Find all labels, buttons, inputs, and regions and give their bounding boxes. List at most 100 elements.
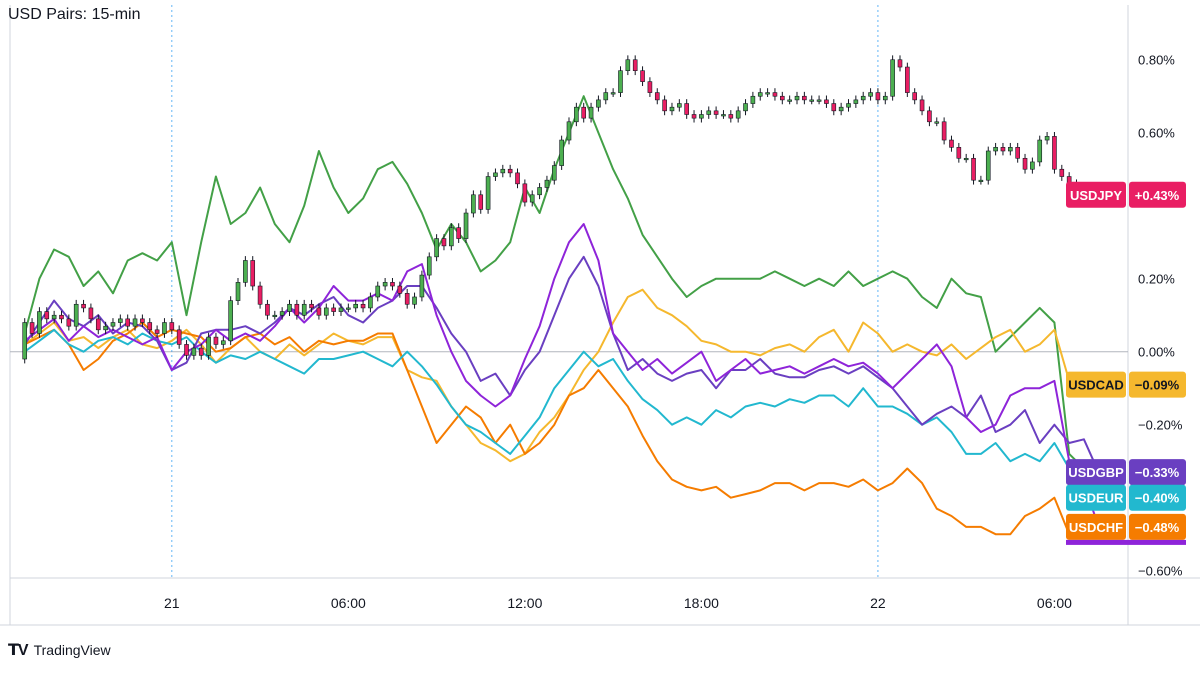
candle-body bbox=[1000, 147, 1006, 152]
candle-body bbox=[625, 59, 631, 71]
candle-body bbox=[551, 165, 557, 181]
y-tick-label: 0.60% bbox=[1138, 126, 1175, 141]
last-label-value-box bbox=[1129, 484, 1186, 511]
candle-body bbox=[809, 99, 815, 102]
candle-body bbox=[838, 106, 844, 112]
candle-body bbox=[846, 103, 851, 108]
candle-body bbox=[426, 256, 432, 276]
candle-body bbox=[346, 307, 351, 310]
candle-body bbox=[868, 92, 873, 97]
candle-body bbox=[706, 110, 712, 115]
candle-body bbox=[338, 307, 344, 312]
hidden-series-marker bbox=[1066, 539, 1186, 545]
candle-body bbox=[559, 139, 564, 166]
candle-body bbox=[272, 314, 278, 318]
x-tick-label: 06:00 bbox=[1037, 595, 1072, 611]
candle-body bbox=[905, 66, 910, 93]
candle-body bbox=[691, 114, 697, 119]
series-line-usdgbp bbox=[23, 255, 1100, 473]
candle-body bbox=[37, 311, 42, 334]
candle-body bbox=[566, 121, 572, 141]
candle-body bbox=[1008, 147, 1013, 152]
candle-body bbox=[471, 194, 476, 214]
candle-body bbox=[1030, 161, 1035, 170]
candle-body bbox=[882, 95, 888, 101]
series-line-usdcad bbox=[24, 288, 1100, 463]
candle-body bbox=[132, 318, 138, 327]
candle-body bbox=[221, 340, 226, 345]
candle-body bbox=[206, 336, 211, 356]
candle-body bbox=[456, 227, 461, 239]
last-label-name-box bbox=[1066, 484, 1126, 511]
candle-body bbox=[103, 325, 108, 331]
candle-body bbox=[140, 318, 145, 323]
candle-body bbox=[59, 314, 64, 320]
candle-body bbox=[500, 168, 506, 174]
candle-body bbox=[794, 95, 800, 101]
candle-body bbox=[985, 150, 991, 181]
candle-body bbox=[507, 168, 513, 174]
candle-body bbox=[316, 307, 322, 316]
candle-body bbox=[176, 329, 182, 345]
candle-body bbox=[81, 303, 86, 309]
candle-body bbox=[110, 322, 116, 327]
candle-body bbox=[1015, 147, 1020, 159]
candle-body bbox=[713, 110, 719, 115]
candle-body bbox=[669, 106, 675, 112]
candle-body bbox=[735, 110, 741, 119]
candle-body bbox=[831, 103, 837, 112]
last-label-value: −0.33% bbox=[1135, 465, 1180, 480]
candle-body bbox=[250, 260, 256, 287]
candle-body bbox=[912, 92, 917, 101]
candle-body bbox=[66, 318, 72, 327]
candle-body bbox=[73, 303, 79, 327]
last-label-value: −0.09% bbox=[1135, 378, 1180, 393]
candle-body bbox=[360, 303, 366, 309]
candle-body bbox=[243, 260, 248, 283]
candle-body bbox=[162, 322, 167, 334]
candle-body bbox=[654, 92, 660, 101]
branding-label: TradingView bbox=[33, 642, 111, 658]
candle-body bbox=[765, 92, 770, 95]
candle-body bbox=[588, 106, 594, 119]
candle-body bbox=[875, 92, 881, 101]
candle-body bbox=[125, 318, 130, 327]
candle-body bbox=[574, 106, 579, 123]
candle-body bbox=[434, 238, 439, 258]
candle-body bbox=[22, 322, 28, 360]
last-label-value: −0.48% bbox=[1135, 520, 1180, 535]
x-tick-label: 21 bbox=[164, 595, 180, 611]
candle-body bbox=[632, 59, 638, 71]
candle-body bbox=[147, 322, 153, 331]
candle-body bbox=[927, 110, 932, 123]
candle-body bbox=[860, 95, 866, 101]
candle-body bbox=[978, 179, 984, 182]
candle-body bbox=[941, 121, 947, 141]
candle-body bbox=[441, 238, 447, 247]
candle-body bbox=[88, 307, 94, 320]
candle-body bbox=[956, 147, 962, 159]
candle-body bbox=[198, 347, 204, 356]
candle-body bbox=[419, 274, 425, 298]
series-line-usdchf bbox=[24, 321, 1099, 536]
series-line-usdcad-second- bbox=[24, 223, 1100, 528]
last-label-value-box bbox=[1129, 181, 1186, 208]
x-tick-label: 18:00 bbox=[684, 595, 719, 611]
candle-body bbox=[287, 303, 292, 312]
candle-body bbox=[1022, 157, 1028, 170]
candle-body bbox=[1059, 168, 1065, 177]
tradingview-branding[interactable]: 𝗧V TradingView bbox=[8, 640, 111, 660]
last-label-name: USDJPY bbox=[1070, 188, 1122, 203]
candle-body bbox=[51, 314, 57, 320]
candle-body bbox=[404, 293, 410, 305]
candle-body bbox=[493, 172, 498, 177]
candle-body bbox=[603, 92, 609, 101]
y-tick-label: 0.00% bbox=[1138, 345, 1175, 360]
candle-body bbox=[154, 329, 160, 334]
last-label-name: USDGBP bbox=[1068, 465, 1124, 480]
candle-body bbox=[301, 303, 307, 316]
candle-body bbox=[485, 176, 491, 210]
candle-body bbox=[890, 59, 895, 97]
last-label-value: −0.40% bbox=[1135, 491, 1180, 506]
